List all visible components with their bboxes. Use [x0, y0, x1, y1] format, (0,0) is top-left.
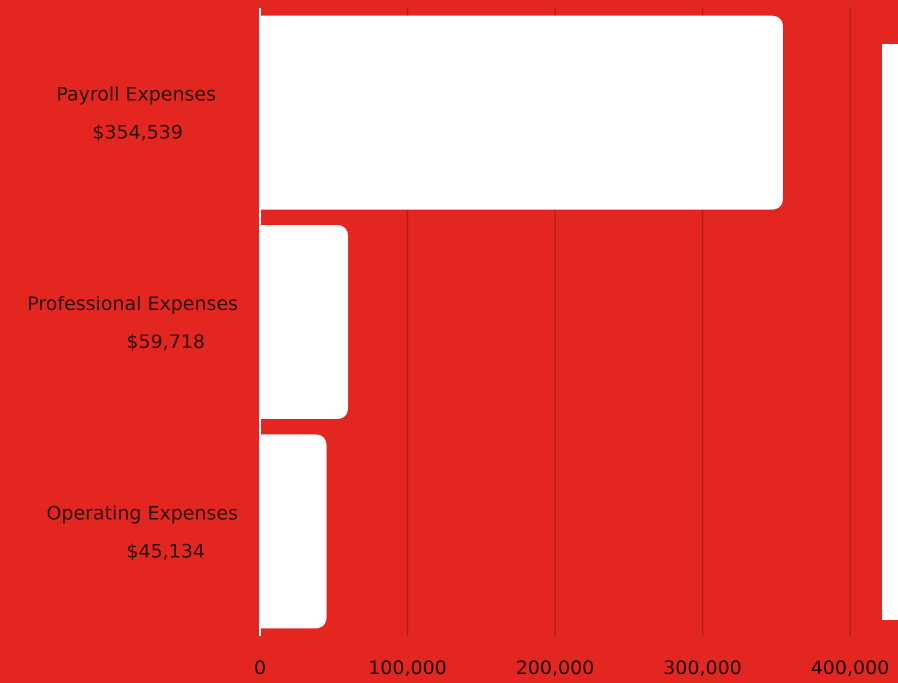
value-label: $45,134: [126, 540, 205, 562]
x-tick-label: 0: [254, 657, 266, 679]
category-label: Professional Expenses: [27, 293, 238, 315]
x-tick-label: 100,000: [368, 657, 447, 679]
value-label: $354,539: [92, 122, 183, 144]
category-labels: Payroll Expenses $354,539 Professional Exp…: [27, 84, 238, 563]
bar: [260, 225, 349, 419]
right-panel-edge: [882, 44, 898, 620]
value-label: $59,718: [126, 331, 205, 353]
x-tick-label: 300,000: [663, 657, 742, 679]
bar: [260, 434, 327, 629]
category-label: Operating Expenses: [46, 502, 238, 524]
x-tick-label: 200,000: [516, 657, 595, 679]
category-label: Payroll Expenses: [56, 84, 216, 106]
bar: [260, 15, 783, 210]
bars: [260, 15, 783, 629]
x-axis-ticks: 0 100,000 200,000 300,000 400,000: [254, 657, 889, 679]
x-tick-label: 400,000: [811, 657, 890, 679]
